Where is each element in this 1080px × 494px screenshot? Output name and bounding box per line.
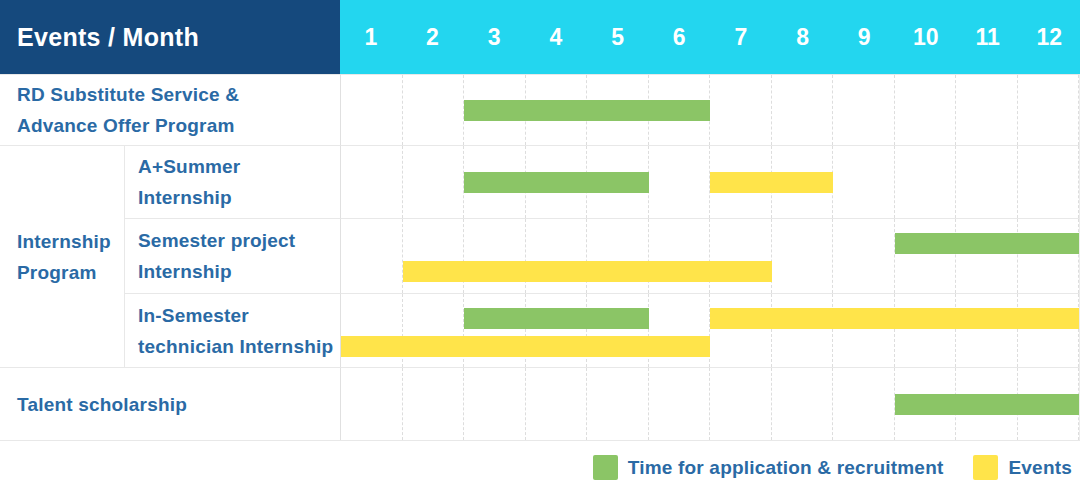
month-header-cell-2: 2 xyxy=(402,0,464,74)
month-header-cell-8: 8 xyxy=(772,0,834,74)
month-gridline-cell xyxy=(895,294,957,367)
month-header-cell-12: 12 xyxy=(1018,0,1080,74)
month-header-cell-5: 5 xyxy=(587,0,649,74)
month-gridline-cell xyxy=(895,219,957,293)
group-label: Internship Program xyxy=(0,145,124,367)
legend-label-events: Events xyxy=(1008,457,1072,479)
month-gridline-cell xyxy=(341,368,403,440)
month-gridline-cell xyxy=(403,368,465,440)
row-label: Talent scholarship xyxy=(0,367,340,440)
gantt-bar-application xyxy=(895,233,1080,254)
month-header-cell-4: 4 xyxy=(525,0,587,74)
month-gridline-cell xyxy=(956,146,1018,218)
month-header-cell-11: 11 xyxy=(957,0,1019,74)
month-gridline-cell xyxy=(1018,75,1080,145)
month-gridline-cell xyxy=(403,75,465,145)
month-gridline-cell xyxy=(710,294,772,367)
gantt-bar-application xyxy=(464,100,710,121)
month-gridline-cell xyxy=(772,368,834,440)
month-gridline-cell xyxy=(1018,219,1080,293)
month-gridline-cell xyxy=(895,75,957,145)
month-gridline-cell xyxy=(403,146,465,218)
gantt-body: RD Substitute Service & Advance Offer Pr… xyxy=(0,74,1080,441)
legend-item-events: Events xyxy=(973,455,1072,480)
legend-label-application: Time for application & recruitment xyxy=(628,457,944,479)
month-gridline-cell xyxy=(772,219,834,293)
month-gridline-cell xyxy=(649,146,711,218)
month-gridline-cell xyxy=(956,75,1018,145)
month-gridline-cell xyxy=(464,368,526,440)
row-label: A+Summer Internship xyxy=(124,145,340,218)
month-gridline-cell xyxy=(1018,146,1080,218)
month-gridline-cell xyxy=(649,368,711,440)
gantt-bar-event xyxy=(710,172,833,193)
legend-item-application: Time for application & recruitment xyxy=(593,455,944,480)
month-gridline-cell xyxy=(1018,294,1080,367)
month-gridline-cell xyxy=(341,75,403,145)
month-gridline-cell xyxy=(956,219,1018,293)
row-label: RD Substitute Service & Advance Offer Pr… xyxy=(0,74,340,145)
month-gridline-cell xyxy=(833,219,895,293)
gantt-row-chart xyxy=(340,218,1080,293)
gantt-bar-application xyxy=(464,308,649,329)
gantt-row-chart xyxy=(340,293,1080,367)
month-gridline-cell xyxy=(833,368,895,440)
legend-swatch-green xyxy=(593,455,618,480)
table-header: Events / Month 123456789101112 xyxy=(0,0,1080,74)
gantt-chart: Events / Month 123456789101112 RD Substi… xyxy=(0,0,1080,494)
month-gridline-cell xyxy=(833,75,895,145)
month-gridline-cell xyxy=(587,368,649,440)
month-gridline-cell xyxy=(341,146,403,218)
events-month-header: Events / Month xyxy=(0,0,340,74)
month-header-cell-10: 10 xyxy=(895,0,957,74)
month-header-row: 123456789101112 xyxy=(340,0,1080,74)
gantt-row-chart xyxy=(340,145,1080,218)
row-label: Semester project Internship xyxy=(124,218,340,293)
legend: Time for application & recruitment Event… xyxy=(0,441,1080,494)
gantt-row-chart xyxy=(340,367,1080,440)
month-header-cell-7: 7 xyxy=(710,0,772,74)
gantt-bar-event xyxy=(710,308,1079,329)
month-gridline-cell xyxy=(710,368,772,440)
month-gridline-cell xyxy=(895,146,957,218)
month-header-cell-3: 3 xyxy=(463,0,525,74)
gantt-row-chart xyxy=(340,74,1080,145)
row-label: In-Semester technician Internship xyxy=(124,293,340,367)
month-gridline-cell xyxy=(956,294,1018,367)
month-header-cell-6: 6 xyxy=(648,0,710,74)
gantt-bar-event xyxy=(341,336,710,357)
month-gridline-cell xyxy=(341,219,403,293)
month-gridline-cell xyxy=(833,294,895,367)
gantt-bar-application xyxy=(464,172,649,193)
month-gridline-cell xyxy=(833,146,895,218)
gantt-bar-application xyxy=(895,394,1080,415)
month-gridline-cell xyxy=(772,75,834,145)
month-gridline-cell xyxy=(710,75,772,145)
gantt-bar-event xyxy=(403,261,772,282)
month-header-cell-9: 9 xyxy=(833,0,895,74)
month-gridline-cell xyxy=(772,294,834,367)
month-gridline-cell xyxy=(526,368,588,440)
month-header-cell-1: 1 xyxy=(340,0,402,74)
legend-swatch-yellow xyxy=(973,455,998,480)
